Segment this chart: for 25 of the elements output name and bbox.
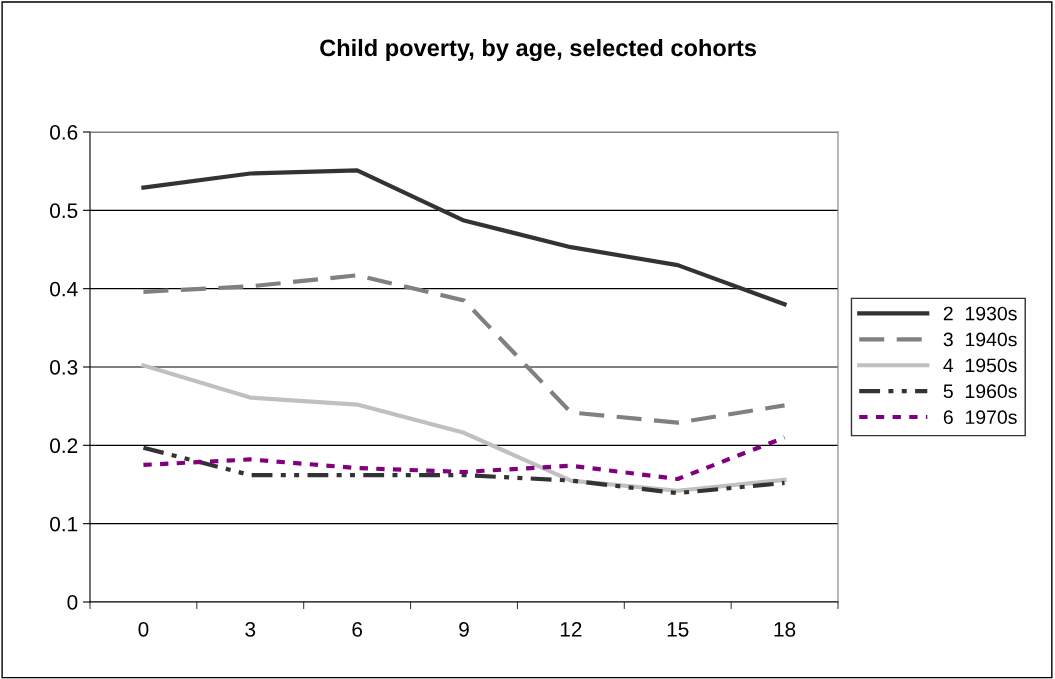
chart-title: Child poverty, by age, selected cohorts [320,38,756,62]
line-series [141,273,787,425]
x-tick-label: 9 [459,621,469,637]
x-tick-label: 18 [774,621,796,637]
line-series [141,435,787,482]
x-tick-label: 12 [560,621,582,637]
legend-label: 2 1930s [943,306,1017,321]
legend-label: 5 1960s [943,384,1017,399]
y-tick-label: 0.2 [50,438,78,454]
y-tick-label: 0 [67,595,78,610]
legend-label: 6 1970s [943,410,1017,425]
y-tick-label: 0.1 [50,516,78,532]
x-tick-label: 3 [245,621,256,637]
x-tick-label: 6 [352,621,363,637]
legend-label: 4 1950s [943,358,1017,373]
legend-label: 3 1940s [943,332,1017,347]
y-tick-label: 0.3 [50,360,78,375]
x-tick-label: 0 [138,621,149,637]
x-tick-label: 15 [667,622,689,637]
line-series [141,168,787,307]
line-series [141,445,787,496]
line-series [141,363,787,493]
y-tick-label: 0.4 [50,281,78,297]
y-tick-label: 0.5 [50,203,78,219]
y-tick-label: 0.6 [50,125,78,140]
